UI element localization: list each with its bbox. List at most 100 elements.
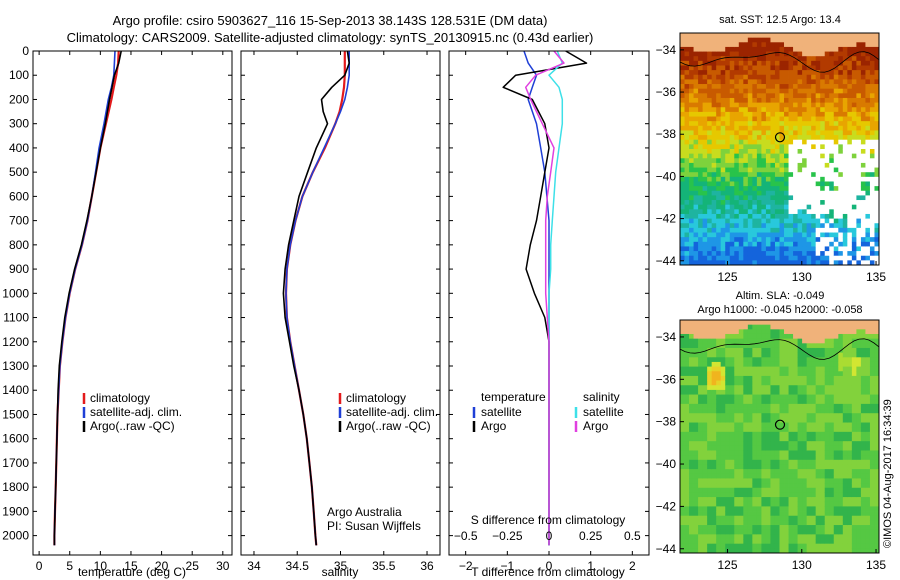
sla-map-cell bbox=[743, 371, 749, 377]
sla-map-cell bbox=[743, 375, 749, 381]
sst-map-cell bbox=[729, 255, 735, 261]
sst-map-cell bbox=[689, 181, 694, 187]
sla-map-cell bbox=[680, 431, 685, 437]
sst-map-cell bbox=[684, 144, 690, 150]
sst-map-cell bbox=[774, 237, 780, 243]
sst-map-cell bbox=[860, 186, 866, 192]
sla-map-cell bbox=[833, 492, 839, 498]
sst-map-cell bbox=[869, 181, 875, 187]
sst-map-cell bbox=[856, 107, 862, 113]
sst-map-cell bbox=[779, 162, 785, 168]
sst-map-cell bbox=[797, 149, 803, 155]
sst-map-cell bbox=[743, 37, 749, 43]
sst-map-cell bbox=[734, 227, 740, 233]
sst-map-cell bbox=[707, 51, 713, 57]
sst-map-cell bbox=[734, 97, 740, 103]
sst-map-cell bbox=[842, 102, 848, 108]
sla-map-cell bbox=[770, 459, 776, 465]
sla-map-cell bbox=[756, 375, 762, 381]
sst-map-cell bbox=[815, 60, 821, 66]
sst-map-cell bbox=[774, 255, 780, 261]
sst-map-cell bbox=[734, 204, 740, 210]
sst-map-cell bbox=[865, 37, 871, 43]
sla-map-cell bbox=[684, 422, 690, 428]
sst-map-cell bbox=[793, 260, 798, 266]
sst-map-cell bbox=[729, 158, 735, 164]
sst-map-cell bbox=[702, 74, 708, 80]
sla-map-cell bbox=[829, 539, 835, 545]
sla-map-cell bbox=[856, 487, 862, 493]
sst-map-cell bbox=[838, 107, 844, 113]
sst-map-cell bbox=[811, 121, 817, 127]
sst-map-cell bbox=[729, 37, 735, 43]
sst-map-cell bbox=[752, 37, 758, 43]
sst-map-cell bbox=[865, 116, 871, 122]
sst-map-cell bbox=[784, 56, 789, 62]
sla-map-cell bbox=[774, 408, 780, 414]
sla-map-cell bbox=[784, 459, 789, 465]
sst-map-cell bbox=[779, 93, 785, 99]
sst-map-cell bbox=[761, 149, 767, 155]
sst-map-cell bbox=[829, 172, 835, 178]
sst-map-cell bbox=[806, 79, 812, 85]
sst-map-cell bbox=[824, 158, 830, 164]
sst-map-cell bbox=[815, 135, 821, 141]
sla-map-cell bbox=[738, 515, 744, 521]
sst-map-cell bbox=[761, 232, 767, 238]
sla-map-cell bbox=[747, 464, 753, 470]
sla-map-cell bbox=[707, 422, 713, 428]
sst-map-cell bbox=[860, 232, 866, 238]
sst-map-cell bbox=[698, 37, 704, 43]
sst-map-cell bbox=[680, 135, 685, 141]
sst-map-cell bbox=[734, 74, 740, 80]
sla-map-cell bbox=[734, 366, 740, 372]
sla-lon-tick-label: 135 bbox=[866, 558, 886, 572]
sla-map-cell bbox=[811, 511, 817, 517]
sla-map-cell bbox=[797, 525, 803, 531]
sla-map-cell bbox=[847, 366, 853, 372]
sst-map-cell bbox=[851, 246, 857, 252]
sla-map-cell bbox=[761, 520, 767, 526]
sst-map-cell bbox=[702, 167, 708, 173]
sst-map-cell bbox=[716, 144, 722, 150]
sla-map-cell bbox=[693, 436, 699, 442]
sst-map-cell bbox=[784, 251, 789, 257]
sst-map-cell bbox=[829, 84, 835, 90]
sla-map-cell bbox=[847, 380, 853, 386]
sla-map-cell bbox=[847, 329, 853, 335]
sst-map-cell bbox=[725, 74, 731, 80]
sst-map-cell bbox=[869, 135, 875, 141]
sla-map-cell bbox=[680, 329, 685, 335]
sst-map-cell bbox=[702, 251, 708, 257]
sst-map-cell bbox=[829, 60, 835, 66]
sst-map-cell bbox=[770, 241, 776, 247]
sla-map-cell bbox=[860, 492, 866, 498]
sla-map-cell bbox=[788, 375, 794, 381]
sst-map-cell bbox=[770, 237, 776, 243]
sst-map-cell bbox=[689, 135, 694, 141]
sst-map-cell bbox=[802, 167, 808, 173]
sst-map-cell bbox=[842, 93, 848, 99]
sst-map-cell bbox=[702, 213, 708, 219]
sst-map-cell bbox=[774, 135, 780, 141]
sla-map-cell bbox=[729, 427, 735, 433]
sst-map-cell bbox=[788, 153, 794, 159]
sla-map-cell bbox=[788, 501, 794, 507]
sla-map-cell bbox=[729, 515, 735, 521]
sla-map-cell bbox=[824, 515, 830, 521]
sla-map-cell bbox=[851, 436, 857, 442]
sst-map-cell bbox=[702, 125, 708, 131]
sst-map-cell bbox=[770, 246, 776, 252]
sla-map-cell bbox=[680, 371, 685, 377]
sst-map-cell bbox=[820, 121, 826, 127]
sla-map-cell bbox=[838, 459, 844, 465]
sla-map-cell bbox=[738, 408, 744, 414]
salinity-tick-label: 35 bbox=[334, 559, 348, 573]
sst-map-cell bbox=[874, 251, 880, 257]
sla-map-cell bbox=[734, 539, 740, 545]
sla-map-cell bbox=[707, 506, 713, 512]
sst-map-cell bbox=[806, 172, 812, 178]
sst-map-cell bbox=[824, 65, 830, 71]
sla-map-cell bbox=[815, 427, 821, 433]
sst-map-cell bbox=[725, 37, 731, 43]
